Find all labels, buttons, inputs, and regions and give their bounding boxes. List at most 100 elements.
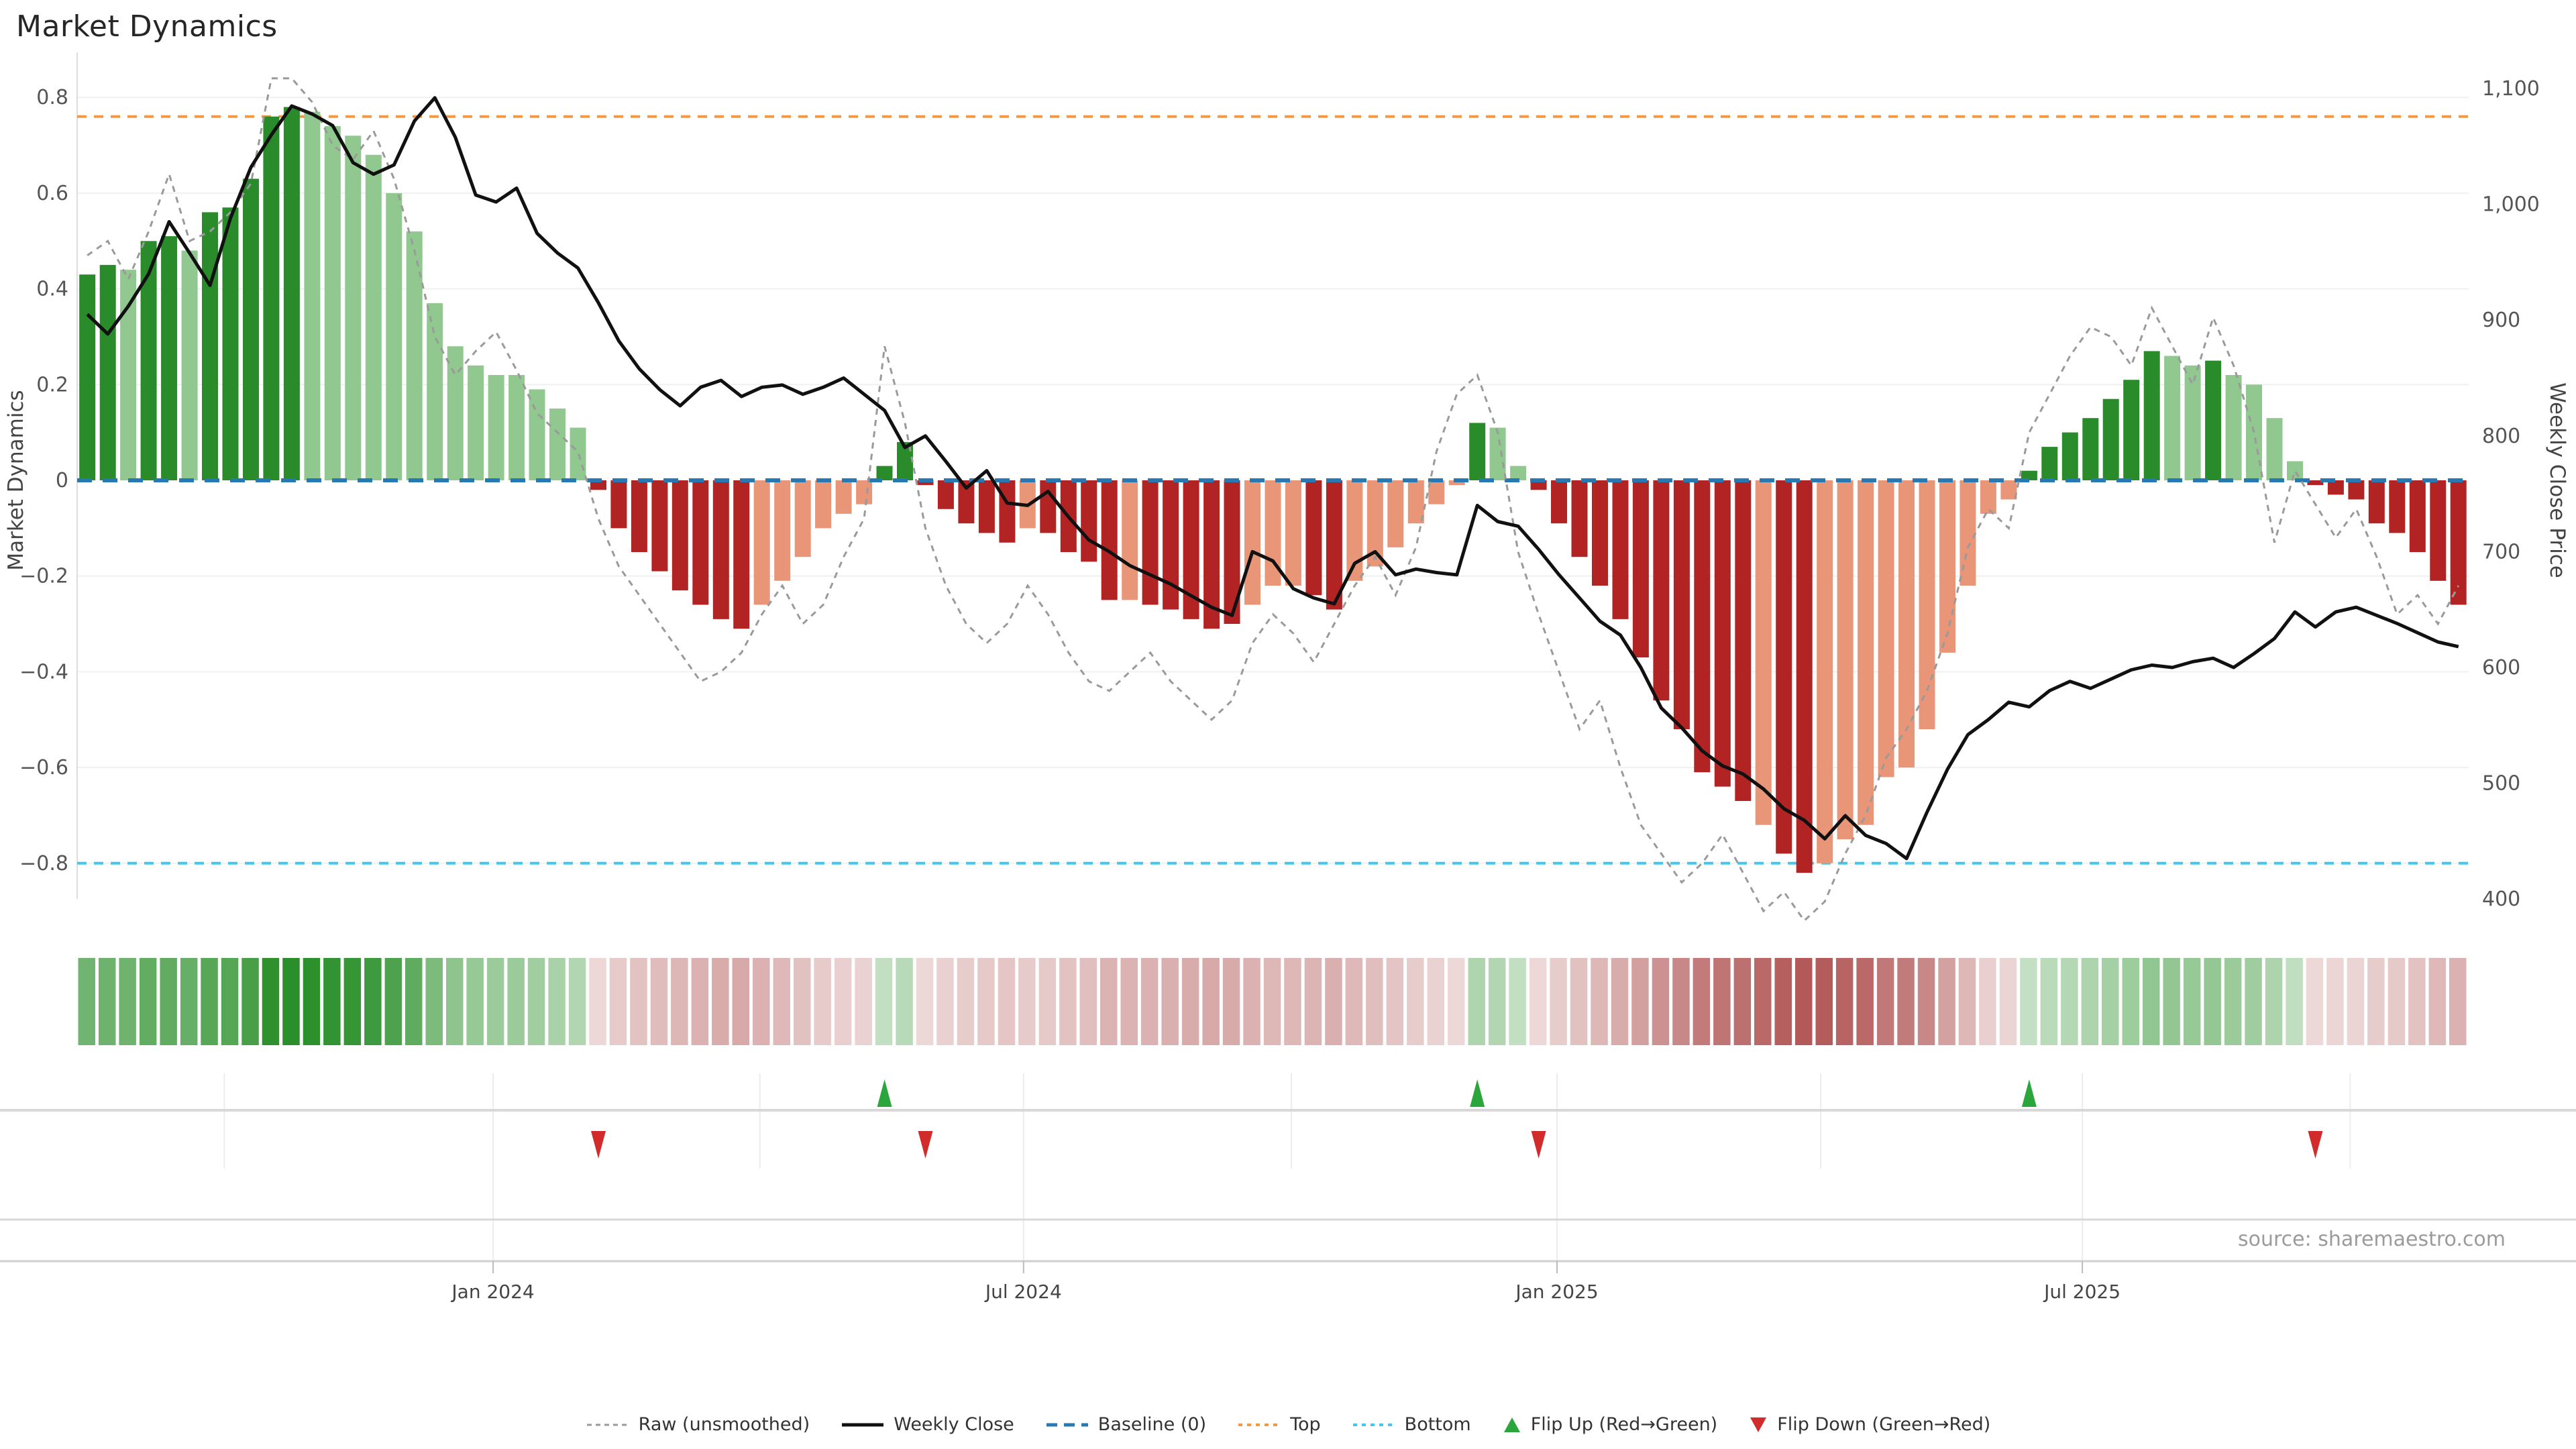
oscillator-bar [753,480,770,605]
heatmap-cell [814,958,831,1045]
heatmap-cell [139,958,157,1045]
left-axis-tick-label: −0.8 [19,852,68,875]
flip-down-marker [2308,1131,2323,1159]
oscillator-bar [2450,480,2467,605]
heatmap-cell [2122,958,2139,1045]
oscillator-bar [1142,480,1159,605]
heatmap-cell [1366,958,1383,1045]
heatmap-cell [1202,958,1220,1045]
legend-baseline-swatch [1046,1423,1088,1426]
legend-label: Flip Down (Green→Red) [1777,1414,1991,1435]
flip-down-icon [1750,1417,1767,1432]
oscillator-bar [1653,480,1670,701]
heatmap-cell [1140,958,1159,1045]
heatmap-cell [1979,958,1996,1045]
chart-legend: Raw (unsmoothed) Weekly Close Baseline (0)… [0,1414,2576,1435]
oscillator-bar [2143,351,2160,480]
heatmap-cell [1529,958,1547,1045]
heatmap-cell [2061,958,2078,1045]
left-axis-tick-label: 0.2 [36,373,68,396]
oscillator-bar [1858,480,1874,825]
left-axis-tick-label: −0.4 [19,660,68,684]
heatmap-cell [1631,958,1649,1045]
oscillator-bar [794,480,811,557]
legend-top-swatch [1238,1423,1281,1426]
heatmap-cell [527,958,545,1045]
right-axis-title: Weekly Close Price [2545,382,2569,578]
heatmap-cell [712,958,729,1045]
heatmap-cell [1038,958,1057,1045]
source-note: source: sharemaestro.com [2238,1228,2506,1251]
heatmap-cell [425,958,443,1045]
heatmap-cell [2224,958,2242,1045]
left-axis-tick-label: −0.6 [19,756,68,780]
oscillator-bar [1081,480,1097,562]
legend-bottom-swatch [1352,1423,1395,1426]
heatmap-cell [1079,958,1097,1045]
left-axis-tick-label: 0.4 [36,278,68,301]
oscillator-bar [1530,480,1547,490]
legend-item-flip-up: Flip Up (Red→Green) [1502,1414,1718,1435]
left-axis-tick-label: 0.6 [36,182,68,205]
oscillator-bar [1510,466,1527,480]
heatmap-cell [1652,958,1670,1045]
left-axis-tick-label: −0.2 [19,565,68,588]
oscillator-bar [2348,480,2365,500]
raw-series-line [87,77,2460,922]
legend-label: Flip Up (Red→Green) [1530,1414,1718,1435]
oscillator-bar [815,480,832,529]
heatmap-cell [1488,958,1506,1045]
oscillator-bar [1387,480,1404,547]
heatmap-cell [262,958,280,1045]
heatmap-cell [1304,958,1322,1045]
heatmap-cell [936,958,954,1045]
oscillator-bar [529,389,545,480]
flip-down-marker [1531,1131,1546,1159]
right-axis-tick-label: 600 [2482,656,2520,680]
legend-item-flip-down: Flip Down (Green→Red) [1748,1414,1990,1435]
right-axis-tick-label: 500 [2482,772,2520,796]
oscillator-bar [120,270,137,480]
oscillator-bar [2164,356,2181,480]
right-axis-tick-label: 1,000 [2482,193,2540,217]
oscillator-bar [2102,398,2119,480]
legend-label: Baseline (0) [1097,1414,1207,1435]
heatmap-cell [1509,958,1526,1045]
heatmap-cell [1733,958,1752,1045]
heatmap-cell [1059,958,1077,1045]
heatmap-cell [384,958,402,1045]
oscillator-bar [1592,480,1608,586]
oscillator-bar [1837,480,1854,840]
heatmap-cell [221,958,239,1045]
heatmap-cell [1815,958,1833,1045]
oscillator-bar [488,375,504,480]
legend-item-top: Top [1237,1414,1321,1435]
oscillator-bar [2184,365,2201,480]
oscillator-bar [917,480,934,486]
oscillator-bar [427,303,443,480]
heatmap-cell [1835,958,1854,1045]
heatmap-cell [364,958,382,1045]
heatmap-cell [1938,958,1955,1045]
heatmap-cell [507,958,525,1045]
oscillator-bar [1122,480,1138,600]
heatmap-cell [160,958,177,1045]
oscillator-bar [1776,480,1792,854]
heatmap-cell [998,958,1016,1045]
heatmap-cell [1284,958,1301,1045]
oscillator-bar [2430,480,2447,581]
oscillator-bar [2000,480,2017,500]
oscillator-bar [1469,423,1486,480]
heatmap-cell [2286,958,2303,1045]
heatmap-cell [2408,958,2426,1045]
oscillator-bar [1898,480,1915,768]
heatmap-cell [548,958,566,1045]
oscillator-bar [2287,461,2303,480]
x-axis-tick-label: Jan 2024 [450,1281,534,1303]
heatmap-cell [630,958,647,1045]
heatmap-cell [2306,958,2324,1045]
page-title: Market Dynamics [16,9,278,44]
heatmap-cell [753,958,770,1045]
